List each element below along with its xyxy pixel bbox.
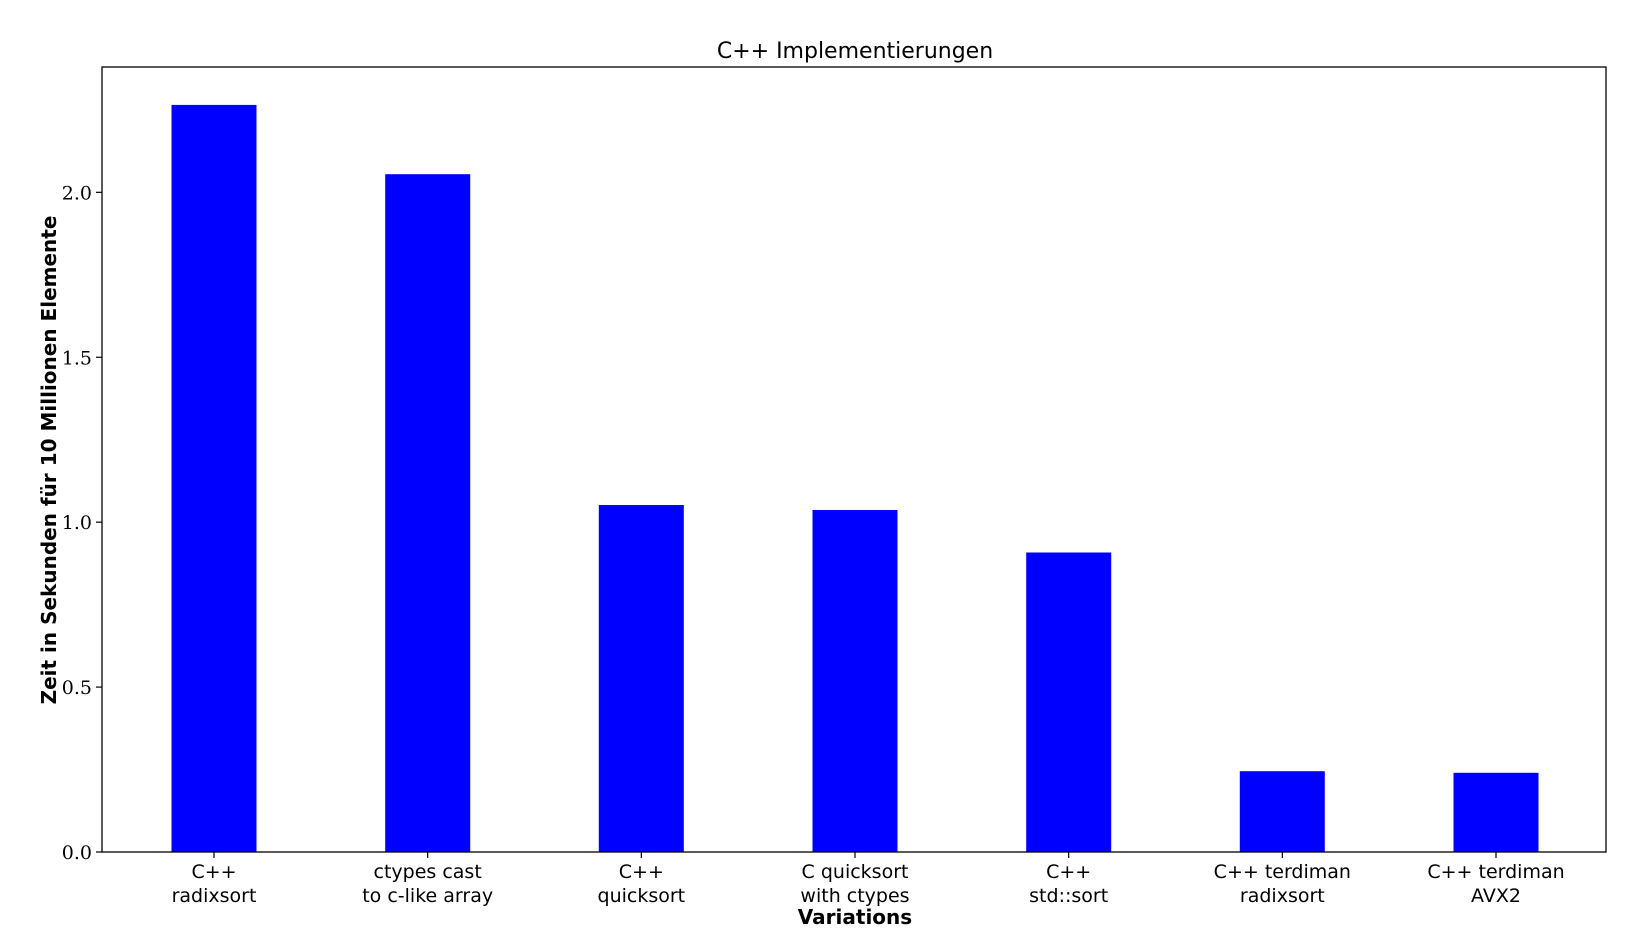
x-tick-label: C++ terdiman bbox=[1427, 861, 1564, 883]
x-tick-label: quicksort bbox=[598, 885, 686, 907]
bar bbox=[171, 104, 257, 852]
x-tick-label: C quicksort bbox=[802, 861, 909, 883]
x-tick-label: radixsort bbox=[172, 885, 257, 907]
bar bbox=[1453, 772, 1539, 852]
x-tick-label: ctypes cast bbox=[374, 861, 482, 883]
x-tick-label: C++ bbox=[191, 861, 236, 883]
x-tick-label: radixsort bbox=[1240, 885, 1325, 907]
x-tick-label: C++ bbox=[619, 861, 664, 883]
bar bbox=[598, 505, 684, 852]
y-axis-label: Zeit in Sekunden für 10 Millionen Elemen… bbox=[37, 216, 61, 705]
x-axis-label: Variations bbox=[798, 905, 912, 929]
bar bbox=[385, 174, 471, 852]
bar bbox=[812, 510, 898, 852]
y-tick-label: 2.0 bbox=[62, 182, 92, 204]
x-tick-label: C++ bbox=[1046, 861, 1091, 883]
plot-area-frame bbox=[101, 66, 1607, 853]
bar bbox=[1026, 552, 1112, 852]
bar bbox=[1239, 771, 1325, 852]
y-tick-label: 0.5 bbox=[62, 677, 92, 699]
x-tick-label: C++ terdiman bbox=[1214, 861, 1351, 883]
x-tick-label: with ctypes bbox=[800, 885, 909, 907]
x-tick-label: std::sort bbox=[1029, 885, 1108, 907]
y-tick-label: 1.5 bbox=[62, 347, 92, 369]
y-tick-label: 1.0 bbox=[62, 512, 92, 534]
y-axis: 0.0 0.5 1.0 1.5 2.0 bbox=[62, 182, 102, 864]
y-tick-label: 0.0 bbox=[62, 842, 92, 864]
chart-title: C++ Implementierungen bbox=[717, 39, 993, 64]
bars-group bbox=[171, 104, 1539, 852]
x-tick-label: to c-like array bbox=[362, 885, 493, 907]
x-tick-label: AVX2 bbox=[1471, 885, 1521, 907]
